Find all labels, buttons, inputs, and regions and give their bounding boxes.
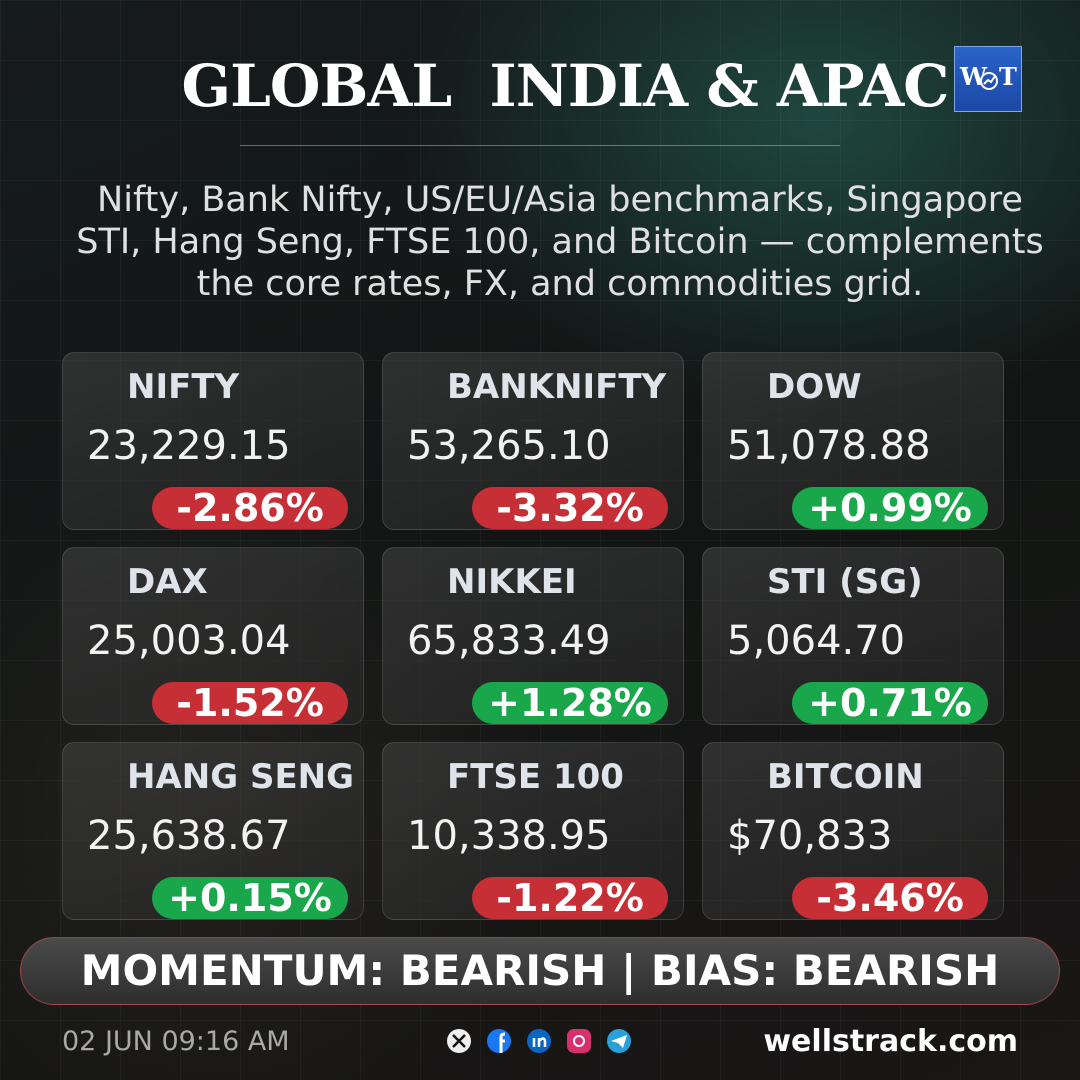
market-name: STI (SG) <box>767 562 923 602</box>
market-value: 65,833.49 <box>407 618 611 664</box>
instagram-icon[interactable] <box>567 1029 591 1053</box>
market-value: $70,833 <box>727 813 893 859</box>
change-pill: +0.99% <box>792 487 988 529</box>
market-name: FTSE 100 <box>447 757 624 797</box>
change-pill: +0.71% <box>792 682 988 724</box>
logo-icon <box>980 72 998 90</box>
market-value: 23,229.15 <box>87 423 291 469</box>
market-tile: BITCOIN $70,833 -3.46% <box>702 742 1004 920</box>
market-name: DOW <box>767 367 862 407</box>
market-tile: DOW 51,078.88 +0.99% <box>702 352 1004 530</box>
market-tile: FTSE 100 10,338.95 -1.22% <box>382 742 684 920</box>
market-name: HANG SENG <box>127 757 355 797</box>
change-pill: +1.28% <box>472 682 668 724</box>
date: 02 JUN 09:16 AM <box>62 1026 290 1057</box>
subtitle-line: Nifty, Bank Nifty, US/EU/Asia benchmarks… <box>97 180 1023 220</box>
logo: W T <box>954 46 1022 112</box>
market-value: 25,003.04 <box>87 618 291 664</box>
market-value: 5,064.70 <box>727 618 906 664</box>
website[interactable]: wellstrack.com <box>763 1024 1018 1059</box>
change-pill: -1.52% <box>152 682 348 724</box>
market-tile: BANKNIFTY 53,265.10 -3.32% <box>382 352 684 530</box>
market-name: NIKKEI <box>447 562 577 602</box>
change-pill: -1.22% <box>472 877 668 919</box>
market-value: 53,265.10 <box>407 423 611 469</box>
market-tile: NIKKEI 65,833.49 +1.28% <box>382 547 684 725</box>
market-value: 51,078.88 <box>727 423 931 469</box>
change-pill: -2.86% <box>152 487 348 529</box>
market-tile: DAX 25,003.04 -1.52% <box>62 547 364 725</box>
change-pill: -3.32% <box>472 487 668 529</box>
market-value: 25,638.67 <box>87 813 291 859</box>
market-name: DAX <box>127 562 208 602</box>
market-name: NIFTY <box>127 367 240 407</box>
subtitle-line: STI, Hang Seng, FTSE 100, and Bitcoin — … <box>76 222 1044 262</box>
market-name: BITCOIN <box>767 757 924 797</box>
divider <box>240 145 840 146</box>
market-value: 10,338.95 <box>407 813 611 859</box>
banner: MOMENTUM: BEARISH | BIAS: BEARISH <box>20 937 1060 1005</box>
title: GLOBAL INDIA & APAC <box>181 52 950 120</box>
change-pill: -3.46% <box>792 877 988 919</box>
market-tile: STI (SG) 5,064.70 +0.71% <box>702 547 1004 725</box>
subtitle-line: the core rates, FX, and commodities grid… <box>196 264 924 304</box>
market-name: BANKNIFTY <box>447 367 667 407</box>
facebook-icon[interactable] <box>487 1029 511 1053</box>
market-tile: HANG SENG 25,638.67 +0.15% <box>62 742 364 920</box>
logo-right: T <box>999 62 1017 91</box>
social-icons <box>447 1029 631 1053</box>
change-pill: +0.15% <box>152 877 348 919</box>
market-tile: NIFTY 23,229.15 -2.86% <box>62 352 364 530</box>
